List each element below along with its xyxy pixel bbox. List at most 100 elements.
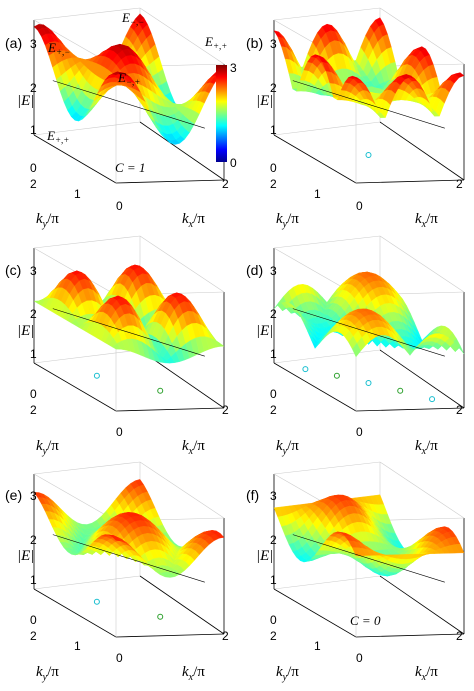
panel-d-y-tick-0: 0 (356, 425, 363, 439)
panel-d-x-tick-2: 2 (456, 403, 463, 417)
panel-a-top-right-edge (139, 7, 225, 65)
panel-c-z-tick-0: 0 (30, 387, 37, 401)
panel-c-y-tick-2: 2 (30, 403, 37, 417)
panel-f-x-tick-2: 2 (456, 629, 463, 643)
panel-e-xlabel: kx/π (182, 664, 205, 683)
panel-a-annot-E-plus-plus-top: E+,+ (204, 34, 227, 51)
panel-a: (a) 3 2 1 0 |E| 2 1 0 2 ky/π kx/π E−,− E… (5, 7, 237, 230)
panel-b-floor-left-edge (273, 134, 357, 184)
panel-f-y-tick-2: 2 (270, 629, 277, 643)
panel-b-gap-marker (365, 152, 372, 158)
panel-f-y-tick-0: 0 (356, 651, 363, 665)
panel-e-gap-marker (157, 613, 164, 620)
panel-d-z-tick-1: 1 (270, 347, 277, 361)
panel-e-z-tick-0: 0 (30, 613, 37, 627)
panel-b-back-top-edge (273, 7, 381, 21)
panel-b-y-tick-1: 1 (314, 187, 321, 201)
panel-e: (e) 3 2 1 0 |E| 2 1 0 2 ky/π kx/π (5, 461, 229, 683)
panel-a-z-tick-1: 1 (30, 123, 37, 137)
panel-f-floor-front-edge (355, 633, 465, 638)
panel-e-floor-front-edge (115, 633, 225, 638)
panel-c-back-bottom-edge (33, 349, 141, 364)
panel-c-box (33, 235, 225, 412)
panel-d-surface-patch (455, 345, 465, 354)
panel-b-z-tick-3: 3 (270, 37, 277, 51)
panel-c-zlabel: |E| (17, 323, 34, 339)
panel-e-top-right-edge (139, 461, 225, 519)
panel-b-surface-patch (454, 72, 465, 78)
panel-e-surface (33, 479, 225, 620)
panel-e-z-tick-2: 2 (30, 533, 37, 547)
panel-f-ylabel: ky/π (276, 664, 299, 683)
panel-e-nodal-line (52, 534, 205, 583)
panel-d-surface (273, 271, 465, 403)
panel-d-gap-marker (397, 387, 404, 394)
panel-d-top-right-edge (379, 235, 465, 293)
panel-a-chern-label: C = 1 (115, 160, 145, 175)
panel-a-colorbar-tick-min: 0 (230, 156, 237, 170)
panel-c-x-tick-2: 2 (222, 403, 229, 417)
panel-c-z-tick-3: 3 (30, 264, 37, 278)
panel-b-zlabel: |E| (256, 93, 273, 109)
panel-e-z-tick-3: 3 (30, 489, 37, 503)
panel-e-x-tick-2: 2 (222, 629, 229, 643)
panel-f-xlabel: kx/π (415, 664, 438, 683)
panel-f-back-top-edge (273, 461, 381, 475)
panel-b-xlabel: kx/π (415, 211, 438, 230)
panel-c-z-tick-2: 2 (30, 307, 37, 321)
panel-f-y-tick-1: 1 (314, 639, 321, 653)
panel-d-nodal-line (292, 308, 445, 357)
panel-b-z-tick-0: 0 (270, 161, 277, 175)
panel-a-colorbar-tick-max: 3 (230, 61, 237, 75)
panel-e-y-tick-1: 1 (74, 639, 81, 653)
panel-b-label: (b) (246, 35, 263, 51)
panel-d-y-tick-2: 2 (270, 403, 277, 417)
panel-b-floor-front-edge (355, 179, 465, 184)
panel-d-gap-marker (365, 380, 372, 386)
panel-a-back-bottom-edge (33, 121, 141, 136)
panel-a-annot-E-minus-minus: E−,− (121, 10, 144, 27)
panel-a-x-tick-2: 2 (222, 177, 229, 191)
panel-c-y-tick-0: 0 (116, 425, 123, 439)
panel-f-label: (f) (246, 487, 259, 503)
panel-c-floor-left-edge (33, 362, 117, 412)
panel-d-gap-marker (429, 396, 436, 403)
panel-a-y-tick-1: 1 (74, 187, 81, 201)
panel-a-floor-left-edge (33, 134, 117, 184)
panel-b-nodal-line (292, 80, 445, 129)
panel-a-floor-right-edge (139, 121, 225, 181)
panel-c-floor-front-edge (115, 407, 225, 412)
panel-b-z-tick-2: 2 (270, 81, 277, 95)
panel-f-z-tick-3: 3 (270, 489, 277, 503)
panel-c-xlabel: kx/π (182, 438, 205, 457)
panel-c: (c) 3 2 1 0 |E| 2 0 2 ky/π kx/π (5, 235, 229, 457)
panel-e-z-tick-1: 1 (30, 573, 37, 587)
panel-f-surface (273, 494, 465, 583)
panel-f-z-tick-2: 2 (270, 533, 277, 547)
panel-b-ylabel: ky/π (276, 211, 299, 230)
panel-c-gap-marker (93, 372, 100, 379)
panel-e-zlabel: |E| (17, 548, 34, 564)
panel-b-x-tick-2: 2 (456, 177, 463, 191)
panel-f-surface-patch (454, 543, 465, 554)
panel-e-y-tick-2: 2 (30, 629, 37, 643)
panel-e-surface-patch (214, 533, 225, 539)
panel-c-surface (33, 264, 225, 394)
panel-a-label: (a) (5, 35, 22, 51)
panel-b-back-bottom-edge (273, 121, 381, 136)
panel-a-xlabel: kx/π (182, 211, 205, 230)
panel-d-z-tick-2: 2 (270, 307, 277, 321)
panel-a-z-tick-0: 0 (30, 161, 37, 175)
panel-e-label: (e) (5, 487, 22, 503)
panel-b-floor-right-edge (379, 121, 465, 181)
panel-f-chern-label: C = 0 (350, 613, 381, 628)
panel-a-floor-front-edge (115, 179, 225, 184)
panel-e-back-bottom-edge (33, 575, 141, 590)
panel-c-ylabel: ky/π (36, 438, 59, 457)
panel-f-z-tick-1: 1 (270, 573, 277, 587)
panel-a-zlabel: |E| (17, 93, 34, 109)
panel-d-gap-marker (302, 366, 309, 373)
panel-d-back-top-edge (273, 235, 381, 249)
panel-f-floor-left-edge (273, 588, 357, 638)
